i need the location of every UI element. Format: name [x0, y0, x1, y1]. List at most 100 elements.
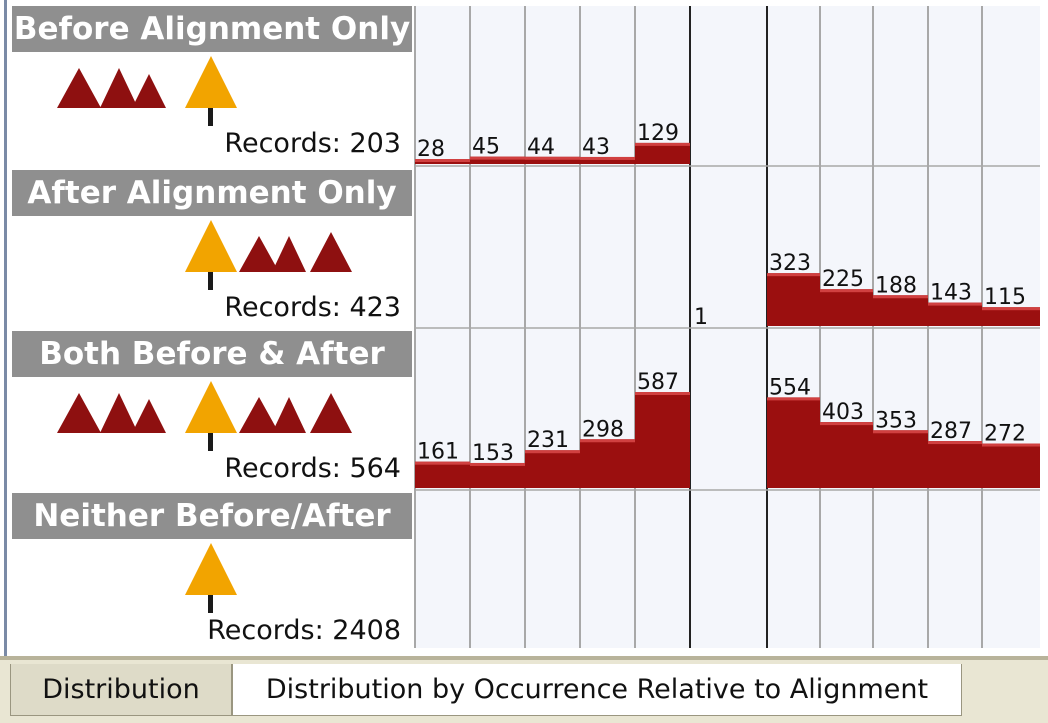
alignment-marker-stem	[208, 108, 213, 126]
group-header: After Alignment Only	[12, 170, 412, 216]
group-pattern-icons	[57, 56, 237, 126]
bar-top-highlight	[982, 307, 1040, 311]
bar-top-highlight	[928, 302, 982, 306]
panel-left-border	[4, 0, 7, 656]
event-peak	[310, 393, 352, 433]
bar-value-label: 161	[417, 440, 459, 465]
bar-top-highlight	[873, 430, 928, 434]
bar-2-after-3	[928, 441, 982, 488]
bar-top-highlight	[415, 461, 470, 465]
event-peak	[57, 68, 101, 108]
bar-top-highlight	[635, 142, 690, 146]
bar-top-highlight	[470, 156, 525, 160]
bar-value-label: 28	[417, 137, 445, 162]
event-peak	[100, 68, 138, 108]
bar-value-label: 231	[527, 428, 569, 453]
alignment-marker-stem	[208, 595, 213, 613]
event-peak	[272, 236, 306, 272]
bar-top-highlight	[928, 441, 982, 445]
group-pattern-icons	[57, 381, 352, 451]
bar-1-after-3	[928, 302, 982, 326]
alignment-marker-stem	[208, 433, 213, 451]
alignment-peak	[185, 56, 237, 108]
bar-value-label: 45	[472, 135, 500, 160]
distribution-chart: 28 45 44 43 129 323 225 188 143 115 1 161 153 231 298 5…	[414, 6, 1040, 648]
bar-top-highlight	[525, 156, 580, 160]
bar-value-label: 403	[822, 400, 864, 425]
bar-value-label: 153	[472, 441, 514, 466]
alignment-peak	[185, 543, 237, 595]
center-value-label: 1	[694, 305, 708, 330]
bar-2-after-2	[873, 430, 928, 488]
bar-top-highlight	[580, 156, 635, 160]
alignment-event-icon	[185, 220, 237, 290]
bar-2-before-2	[525, 450, 580, 488]
alignment-event-icon	[185, 381, 237, 451]
bar-top-highlight	[580, 439, 635, 443]
bar-top-highlight	[767, 397, 820, 401]
alignment-marker-stem	[208, 272, 213, 290]
bar-top-highlight	[820, 422, 873, 426]
group-record-count: Records: 203	[224, 128, 401, 159]
bar-2-before-1	[470, 462, 525, 488]
bar-1-after-1	[820, 289, 873, 326]
event-peak	[310, 232, 352, 272]
group-3: Neither Before/After Records: 2408	[7, 487, 412, 647]
bar-top-highlight	[820, 289, 873, 293]
group-record-count: Records: 423	[224, 292, 401, 323]
event-peak	[272, 397, 306, 433]
bar-top-highlight	[982, 443, 1040, 447]
event-peak	[132, 74, 166, 108]
bar-2-after-4	[982, 443, 1040, 488]
group-label-panel: Before Alignment Only Records: 203 After A…	[7, 0, 412, 656]
tab-distribution[interactable]: Distribution	[10, 664, 232, 716]
group-record-count: Records: 564	[224, 453, 401, 484]
alignment-peak	[185, 220, 237, 272]
event-triple-icon	[57, 68, 166, 108]
bar-value-label: 143	[930, 281, 972, 306]
group-header: Before Alignment Only	[12, 6, 412, 52]
group-pattern-icons	[185, 543, 237, 613]
bar-value-label: 587	[637, 370, 679, 395]
bar-value-label: 225	[822, 267, 864, 292]
bar-2-before-4	[635, 392, 690, 488]
group-header: Both Before & After	[12, 331, 412, 377]
bar-value-label: 323	[769, 251, 811, 276]
bar-top-highlight	[873, 295, 928, 299]
bar-value-label: 188	[875, 273, 917, 298]
tab-bar-border	[0, 656, 1048, 660]
bar-0-before-2	[525, 156, 580, 164]
bar-2-before-0	[415, 461, 470, 488]
event-double-icon	[239, 236, 306, 272]
group-header: Neither Before/After	[12, 493, 412, 539]
chart-grid	[414, 6, 1040, 648]
group-pattern-icons	[185, 220, 352, 290]
bar-2-before-3	[580, 439, 635, 488]
bar-2-after-1	[820, 422, 873, 488]
event-triple-icon	[57, 393, 166, 433]
bar-1-after-4	[982, 307, 1040, 326]
bar-value-label: 129	[637, 121, 679, 146]
tab-distribution-by-occurrence[interactable]: Distribution by Occurrence Relative to A…	[232, 664, 962, 716]
bar-value-label: 44	[527, 135, 555, 160]
bar-1-after-0	[767, 273, 820, 326]
bar-top-highlight	[767, 273, 820, 277]
bar-value-label: 287	[930, 419, 972, 444]
event-peak	[100, 393, 138, 433]
event-single-icon	[310, 232, 352, 272]
event-peak	[239, 236, 279, 272]
event-peak	[132, 399, 166, 433]
bar-top-highlight	[635, 392, 690, 395]
bar-value-label: 353	[875, 408, 917, 433]
bar-2-after-0	[767, 397, 820, 488]
event-peak	[239, 397, 279, 433]
group-2: Both Before & After Records: 564	[7, 325, 412, 485]
alignment-peak	[185, 381, 237, 433]
group-1: After Alignment Only Records: 423	[7, 164, 412, 324]
bar-value-label: 115	[984, 285, 1026, 310]
event-single-icon	[310, 393, 352, 433]
bar-0-before-3	[580, 156, 635, 164]
bar-0-before-4	[635, 142, 690, 164]
bar-top-highlight	[525, 450, 580, 454]
